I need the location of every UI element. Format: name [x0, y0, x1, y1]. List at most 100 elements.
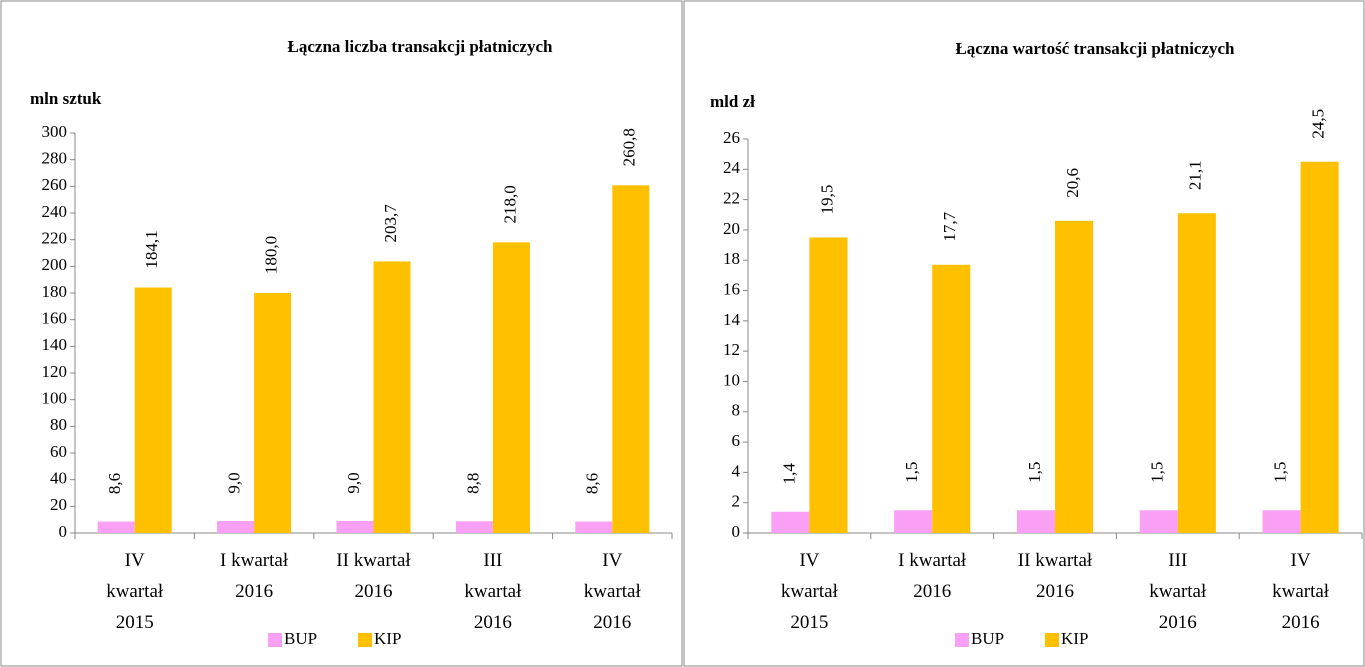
data-label: 1,5 [902, 462, 921, 483]
data-label: 17,7 [940, 211, 959, 241]
bar [455, 521, 493, 533]
bar [575, 521, 613, 533]
bar [1139, 510, 1178, 533]
x-tick-label: IV kwartał 2015 [106, 550, 164, 633]
y-tick-label: 18 [723, 249, 740, 268]
y-tick-label: 100 [42, 389, 68, 408]
legend-label: BUP [971, 629, 1004, 648]
label-bg [341, 451, 368, 515]
label-bg [498, 172, 525, 237]
label-bg [222, 451, 249, 515]
x-tick-label: I kwartał 2016 [220, 550, 289, 602]
y-tick-label: 22 [723, 189, 740, 208]
label-bg [140, 217, 167, 282]
legend-label: KIP [1061, 629, 1088, 648]
x-tick-label: I kwartał 2016 [898, 550, 967, 602]
y-tick-label: 12 [723, 340, 740, 359]
label-bg [580, 451, 607, 516]
data-label: 20,6 [1063, 168, 1082, 198]
label-bg [379, 191, 406, 256]
y-tick-label: 240 [42, 202, 68, 221]
data-label: 9,0 [224, 472, 243, 493]
bar [1262, 510, 1301, 533]
y-tick-label: 20 [50, 495, 67, 514]
legend-label: KIP [374, 629, 401, 648]
y-tick-label: 140 [42, 335, 68, 354]
y-tick-label: 80 [50, 415, 67, 434]
bar [336, 521, 374, 533]
y-tick-label: 26 [723, 128, 740, 147]
legend-swatch [358, 633, 372, 647]
y-tick-label: 4 [732, 461, 741, 480]
chart-title: Łączna wartość transakcji płatniczych [955, 39, 1235, 58]
x-tick-label: II kwartał 2016 [1017, 550, 1093, 602]
bar [97, 521, 135, 533]
y-tick-label: 180 [42, 282, 68, 301]
legend-swatch [268, 633, 282, 647]
data-label: 9,0 [344, 472, 363, 493]
x-tick-label: IV kwartał 2015 [780, 550, 838, 633]
y-tick-label: 14 [723, 310, 741, 329]
x-tick-label: III kwartał 2016 [464, 550, 522, 633]
data-label: 1,5 [1270, 462, 1289, 483]
bar [809, 237, 848, 533]
y-tick-label: 200 [42, 255, 68, 274]
y-tick-label: 280 [42, 149, 68, 168]
legend-swatch [955, 633, 969, 647]
y-tick-label: 160 [42, 309, 68, 328]
y-tick-label: 0 [732, 522, 741, 541]
legend-swatch [1045, 633, 1059, 647]
label-bg [1183, 143, 1210, 208]
bar [492, 242, 530, 534]
y-tick-label: 0 [59, 522, 68, 541]
data-label: 180,0 [262, 236, 281, 274]
y-tick-label: 20 [723, 219, 740, 238]
bar [254, 293, 292, 533]
y-axis-label: mld zł [710, 92, 755, 111]
bar [1177, 213, 1216, 533]
bar [932, 264, 971, 533]
bar [1300, 161, 1339, 533]
chart-title: Łączna liczba transakcji płatniczych [288, 37, 553, 56]
data-label: 8,6 [105, 473, 124, 494]
y-tick-label: 60 [50, 442, 67, 461]
y-tick-label: 24 [723, 158, 741, 177]
bar [1055, 220, 1094, 534]
y-axis-label: mln sztuk [30, 89, 102, 108]
label-bg [103, 451, 130, 516]
y-tick-label: 40 [50, 469, 67, 488]
data-label: 1,5 [1148, 462, 1167, 483]
y-tick-label: 2 [732, 492, 741, 511]
data-label: 184,1 [142, 230, 161, 268]
y-tick-label: 16 [723, 279, 740, 298]
y-tick-label: 120 [42, 362, 68, 381]
y-tick-label: 6 [732, 431, 741, 450]
legend-label: BUP [284, 629, 317, 648]
data-label: 218,0 [500, 185, 519, 223]
x-tick-label: II kwartał 2016 [336, 550, 411, 602]
data-label: 21,1 [1186, 160, 1205, 190]
label-bg [1145, 440, 1172, 505]
y-tick-label: 8 [732, 401, 741, 420]
data-label: 1,4 [779, 463, 798, 485]
data-label: 1,5 [1025, 462, 1044, 483]
label-bg [617, 115, 644, 180]
y-tick-label: 300 [42, 122, 68, 141]
bar [1016, 510, 1055, 533]
bar [134, 287, 172, 533]
label-bg [1061, 150, 1088, 215]
data-label: 19,5 [817, 185, 836, 215]
bar [373, 261, 411, 533]
y-tick-label: 220 [42, 229, 68, 248]
label-bg [259, 223, 286, 287]
label-bg [1268, 440, 1295, 505]
data-label: 203,7 [381, 204, 400, 243]
panel-frame [0, 0, 683, 667]
label-bg [461, 451, 488, 516]
data-label: 8,8 [463, 473, 482, 494]
x-tick-label: IV kwartał 2016 [1272, 550, 1330, 633]
label-bg [900, 440, 927, 505]
label-bg [777, 441, 804, 506]
label-bg [815, 167, 842, 232]
